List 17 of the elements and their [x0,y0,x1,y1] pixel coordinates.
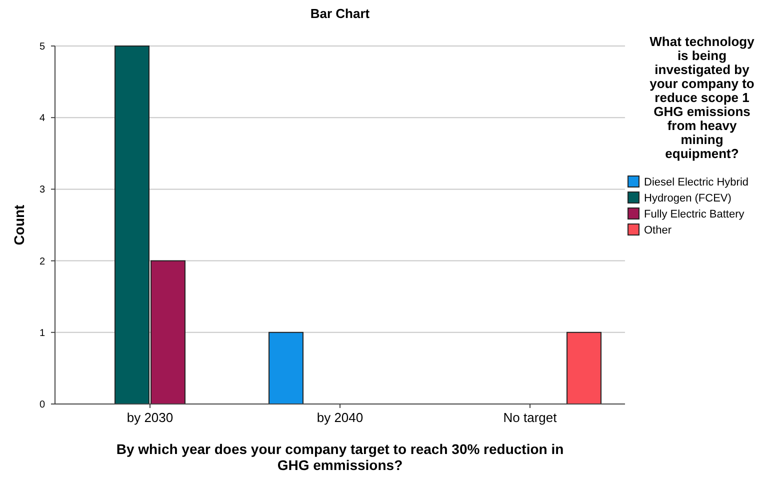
y-tick-label: 2 [39,256,46,268]
legend-label: Hydrogen (FCEV) [644,192,732,204]
y-axis-title: Count [11,204,27,246]
y-tick-label: 3 [39,184,46,196]
y-tick-label: 4 [39,113,46,124]
chart-title: Bar Chart [310,6,370,21]
legend-label: Other [644,224,672,236]
legend-label: Fully Electric Battery [644,208,745,220]
x-tick-label: No target [503,410,558,425]
y-tick-label: 5 [39,42,46,52]
legend-label: Diesel Electric Hybrid [644,176,749,188]
x-tick-label: by 2030 [126,410,174,425]
y-tick-label: 1 [39,328,46,339]
x-axis-title: By which year does your company target to reach 30% reduction in GHG emmissions? [116,441,564,473]
y-tick-label: 0 [39,400,46,410]
text: What technology is being investigated by your company to reduce scope 1 GHG emissions from heavy mining equipment? [650,34,754,161]
x-tick-label: by 2040 [316,410,364,425]
